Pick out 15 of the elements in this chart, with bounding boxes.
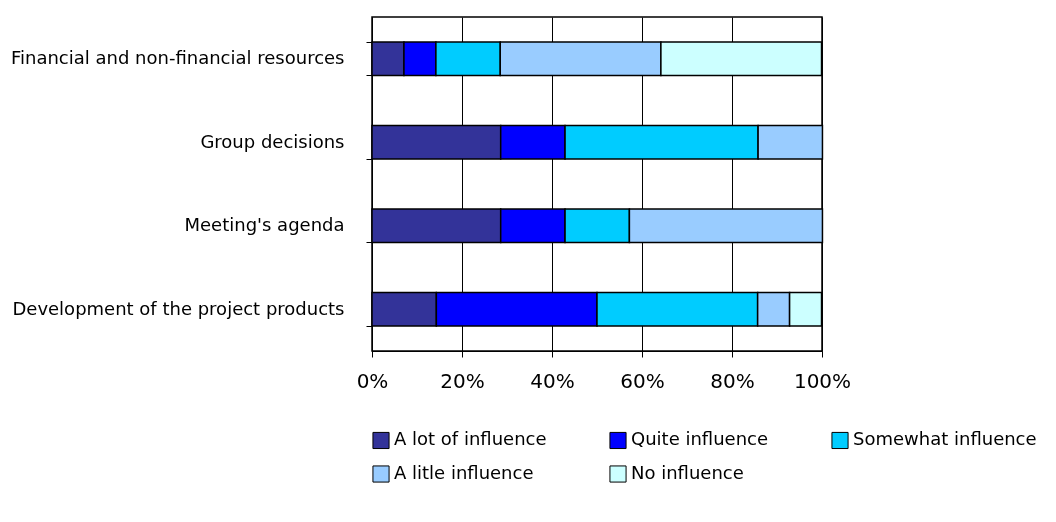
y-tick-label: Meeting's agenda <box>184 214 345 236</box>
legend-label: Quite influence <box>631 428 769 450</box>
legend-label: No influence <box>631 462 744 483</box>
x-tick-label: 0% <box>356 368 389 393</box>
legend-label: A litle influence <box>394 462 534 483</box>
x-tick-label: 60% <box>620 368 665 393</box>
y-tick-label: Development of the project products <box>12 297 345 319</box>
x-tick-label: 20% <box>440 368 485 393</box>
legend-label: A lot of influence <box>394 428 547 450</box>
y-tick-label: Group decisions <box>200 130 345 152</box>
x-tick-label: 40% <box>530 368 575 393</box>
y-tick-label: Financial and non-financial resources <box>10 47 345 69</box>
legend-label: Somewhat influence <box>853 428 1037 450</box>
x-tick-label: 100% <box>793 368 852 393</box>
x-tick-label: 80% <box>710 368 755 393</box>
